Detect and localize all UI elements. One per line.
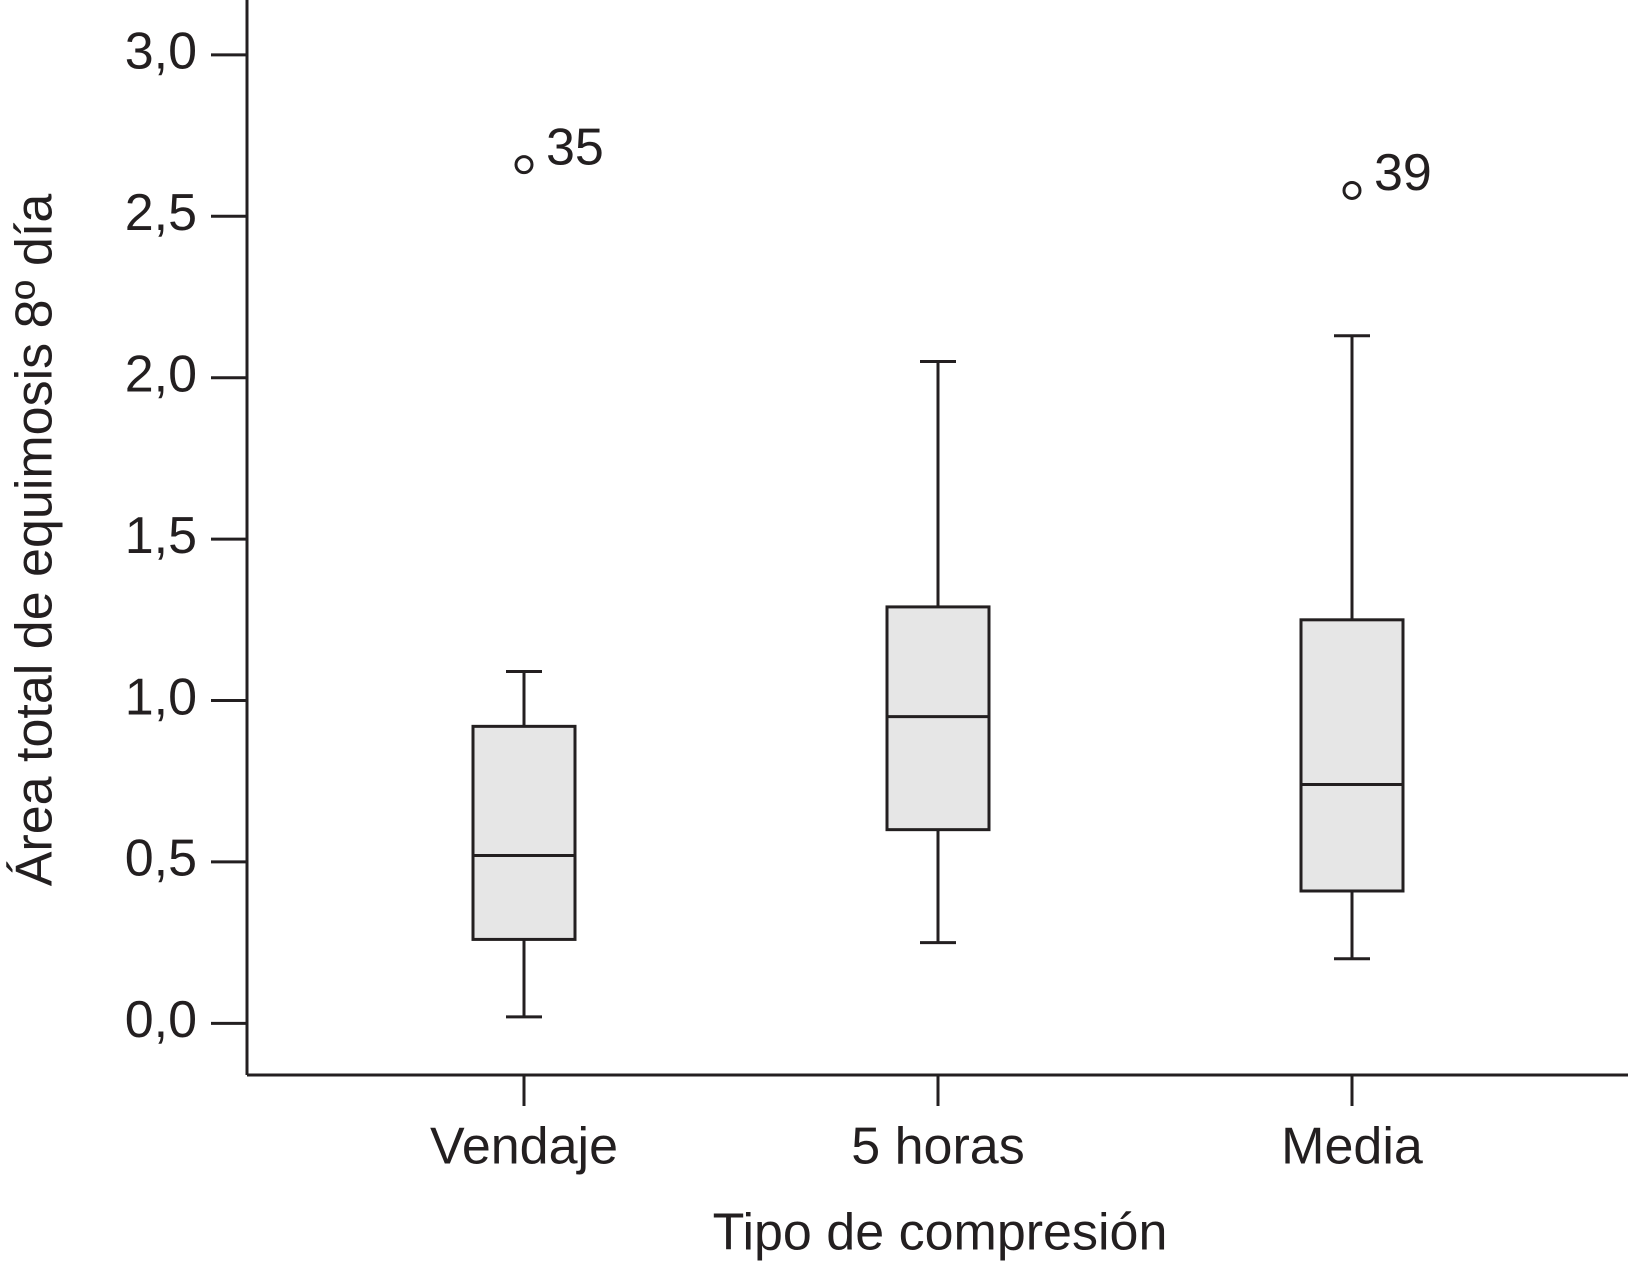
box — [1299, 618, 1405, 893]
y-tick-label: 1,5 — [125, 507, 197, 565]
box — [885, 605, 991, 832]
outlier-label: 35 — [546, 118, 604, 176]
y-tick-label: 1,0 — [125, 668, 197, 726]
y-tick-label: 0,0 — [125, 991, 197, 1049]
y-tick-label: 3,0 — [125, 23, 197, 81]
outlier — [1342, 180, 1362, 200]
y-tick-label: 2,0 — [125, 345, 197, 403]
x-tick-label: Media — [1281, 1118, 1423, 1176]
outlier-label: 39 — [1374, 144, 1432, 202]
y-tick-label: 0,5 — [125, 830, 197, 888]
y-tick-label: 2,5 — [125, 184, 197, 242]
y-axis-title: Área total de equimosis 8º día — [6, 194, 64, 887]
box — [471, 724, 577, 941]
outlier — [514, 155, 534, 175]
x-tick-label: Vendaje — [430, 1118, 618, 1176]
x-axis-title: Tipo de compresión — [713, 1204, 1168, 1262]
x-tick-label: 5 horas — [851, 1118, 1024, 1176]
